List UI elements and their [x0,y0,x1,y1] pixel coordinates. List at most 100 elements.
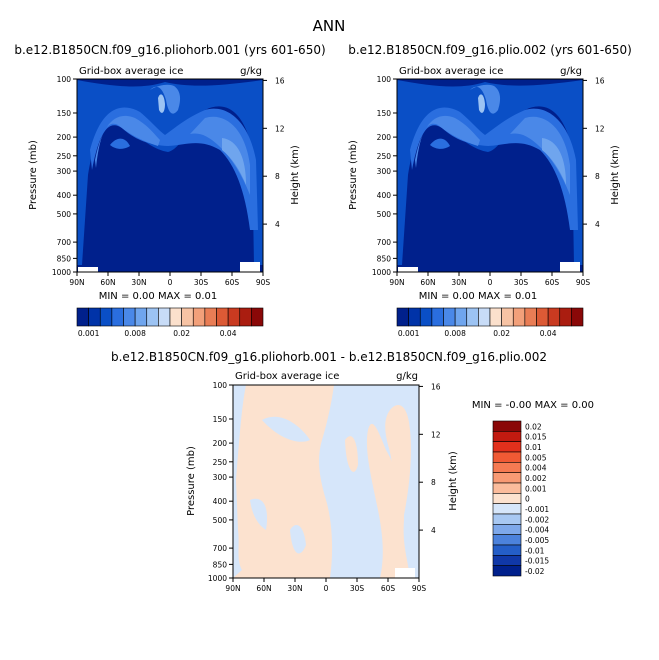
panel-2-field [397,79,583,272]
panel-3-ytick-label: 700 [213,544,228,553]
panel-3-ytick-label: 400 [213,497,228,506]
panel-2-colorbar-label: 0.001 [398,329,420,338]
panel-1-colorbar-swatch [99,307,113,327]
panel-1-ytick-label: 100 [57,75,72,84]
panel-2-xtick-label: 30S [514,278,529,287]
panel-3-colorbar-swatch [492,441,522,453]
panel-3-xtick-label: 90S [412,584,427,593]
panel-3-ytick-right-label: 12 [431,430,441,439]
panel-1-field [77,79,263,272]
panel-3-colorbar-swatch [492,472,522,484]
panel-2-xtick-label: 60N [420,278,435,287]
panel-1-colorbar-swatch [216,307,229,327]
panel-2-ytick-right-label: 16 [595,76,605,85]
panel-1-ytick-right-label: 12 [275,124,285,133]
panel-3-colorbar-swatch [492,482,522,494]
panel-3-colorbar-swatch [492,544,522,556]
panel-2-ytick-right-label: 12 [595,124,605,133]
panel-2-units: g/kg [560,66,582,77]
panel-3-ytick-label: 100 [213,381,228,390]
panel-1-colorbar-swatch [76,307,89,327]
panel-1-ytick-right-label: 4 [275,220,280,229]
panel-3-xtick-label: 30S [350,584,365,593]
panel-3-colorbar-label: 0.01 [525,443,542,452]
panel-2-ylabel: Pressure (mb) [348,140,359,210]
panel-3-xtick-label: 30N [287,584,302,593]
panel-3-colorbar-label: -0.02 [525,567,545,576]
panel-1-colorbar-label: 0.001 [78,329,100,338]
panel-1-xtick-label: 90S [256,278,271,287]
panel-2-colorbar-swatch [466,307,479,327]
panel-1-colorbar-swatch [192,307,206,327]
panel-2-colorbar-label: 0.008 [444,329,466,338]
panel-2-colorbar-swatch [419,307,433,327]
panel-1-ytick-label: 500 [57,210,72,219]
panel-1-ytick-label: 150 [57,109,72,118]
panel-3-colorbar-label: -0.015 [525,557,549,566]
panel-2-colorbar-swatch [571,307,584,327]
panel-3-colorbar-swatch [492,503,522,515]
panel-2-colorbar-swatch [559,307,572,327]
panel-1-colorbar-swatch [239,307,252,327]
panel-1-colorbar-swatch [227,307,241,327]
panel-3-xtick-label: 90N [225,584,240,593]
panel-1-ytick-label: 850 [57,254,72,263]
panel-1-colorbar: 0.001 0.008 0.02 0.04 [76,307,264,338]
panel-1-xtick-label: 30N [131,278,146,287]
panel-3-colorbar-swatch [492,462,522,473]
panel-1-ytick-label: 700 [57,238,72,247]
panel-1: b.e12.B1850CN.f09_g16.pliohorb.001 (yrs … [14,43,325,338]
panel-1-ytick-label: 300 [57,167,72,176]
panel-1-colorbar-label: 0.04 [220,329,237,338]
panel-2-colorbar-swatch [431,307,444,327]
panel-2-ytick-label: 200 [377,133,392,142]
panel-1-colorbar-swatch [251,307,264,327]
panel-3-units: g/kg [396,371,418,382]
panel-3-colorbar-label: -0.005 [525,536,549,545]
panel-3-colorbar-label: -0.004 [525,526,549,535]
panel-3-colorbar-swatch [492,565,522,577]
panel-3: b.e12.B1850CN.f09_g16.pliohorb.001 - b.e… [111,350,594,593]
panel-1-colorbar-label: 0.02 [173,329,190,338]
panel-2-ytick-label: 150 [377,109,392,118]
panel-1-ytick-label: 400 [57,191,72,200]
panel-1-colorbar-swatch [181,307,194,327]
panel-2-colorbar-label: 0.04 [540,329,557,338]
panel-3-colorbar-swatch [492,513,522,525]
figure-title: ANN [313,17,346,35]
panel-2-xtick-label: 30N [451,278,466,287]
panel-2-ytick-label: 700 [377,238,392,247]
panel-2-xtick-label: 60S [545,278,560,287]
panel-3-ytick-label: 200 [213,439,228,448]
panel-1-units: g/kg [240,66,262,77]
panel-2-ytick-label: 850 [377,254,392,263]
panel-3-field [233,385,419,578]
panel-3-colorbar-label: 0.005 [525,453,547,462]
panel-3-ytick-right-label: 8 [431,478,436,487]
panel-2-colorbar-swatch [478,307,491,327]
panel-2-colorbar-swatch [536,307,549,327]
panel-2-colorbar-swatch [396,307,409,327]
panel-2-colorbar-swatch [524,307,537,327]
panel-3-colorbar-label: 0.015 [525,433,547,442]
panel-3-colorbar-label: -0.01 [525,546,545,555]
panel-2-xtick-label: 0 [488,278,493,287]
panel-3-stats: MIN = -0.00 MAX = 0.00 [472,400,594,411]
panel-3-colorbar-swatch [492,431,522,442]
panel-3-title: b.e12.B1850CN.f09_g16.pliohorb.001 - b.e… [111,350,547,364]
panel-2-colorbar-swatch [547,307,561,327]
panel-2-ytick-label: 400 [377,191,392,200]
panel-1-ytick-right-label: 16 [275,76,285,85]
panel-2: b.e12.B1850CN.f09_g16.plio.002 (yrs 601-… [348,43,632,338]
panel-3-ytick-label: 250 [213,458,228,467]
panel-3-ytick-label: 1000 [208,574,227,583]
panel-2-xtick-label: 90N [389,278,404,287]
panel-1-xtick-label: 30S [194,278,209,287]
panel-1-xtick-label: 90N [69,278,84,287]
panel-1-colorbar-swatch [169,307,182,327]
panel-1-ylabel: Pressure (mb) [28,140,39,210]
panel-1-colorbar-swatch [146,307,159,327]
panel-1-ytick-right-label: 8 [275,172,280,181]
panel-2-ytick-right-label: 8 [595,172,600,181]
